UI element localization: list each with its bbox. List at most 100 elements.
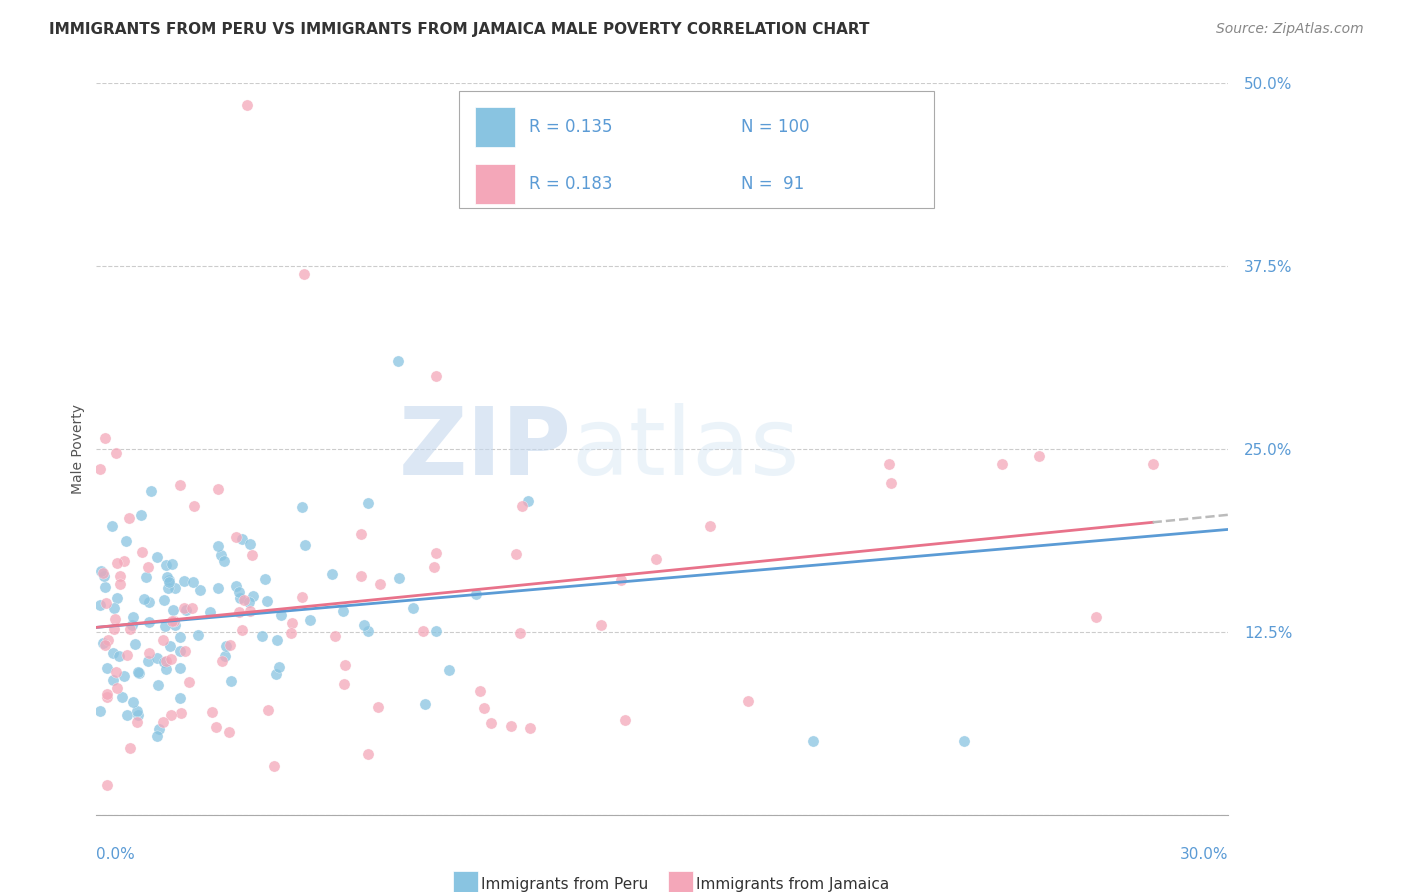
Point <box>402 600 425 615</box>
Point <box>425 624 447 639</box>
Point <box>163 614 186 628</box>
Point <box>699 519 721 533</box>
Point <box>519 722 541 736</box>
Bar <box>475 107 515 147</box>
Text: IMMIGRANTS FROM PERU VS IMMIGRANTS FROM JAMAICA MALE POVERTY CORRELATION CHART: IMMIGRANTS FROM PERU VS IMMIGRANTS FROM … <box>49 22 870 37</box>
Point <box>91 566 114 580</box>
Point <box>200 606 222 620</box>
Text: Source: ZipAtlas.com: Source: ZipAtlas.com <box>1216 22 1364 37</box>
Point <box>163 618 186 632</box>
Point <box>152 714 174 729</box>
Point <box>367 700 389 714</box>
Point <box>505 547 527 561</box>
Point <box>333 677 356 691</box>
Point <box>138 615 160 629</box>
Text: R = 0.183: R = 0.183 <box>529 176 612 194</box>
Text: Immigrants from Peru: Immigrants from Peru <box>481 877 648 891</box>
Point <box>118 741 141 756</box>
Point <box>135 570 157 584</box>
Bar <box>668 871 693 892</box>
Point <box>103 601 125 615</box>
Point <box>155 558 177 572</box>
Point <box>162 603 184 617</box>
Point <box>89 462 111 476</box>
Point <box>159 639 181 653</box>
Point <box>291 500 314 515</box>
Point <box>160 707 183 722</box>
Point <box>160 614 183 628</box>
Point <box>96 687 118 701</box>
Point <box>94 580 117 594</box>
Text: N = 100: N = 100 <box>741 119 810 136</box>
Point <box>173 601 195 615</box>
Point <box>112 668 135 682</box>
Point <box>437 663 460 677</box>
Point <box>228 605 250 619</box>
Point <box>138 646 160 660</box>
Point <box>333 658 356 673</box>
Point <box>1028 450 1050 464</box>
FancyBboxPatch shape <box>458 91 934 208</box>
Point <box>111 690 134 705</box>
Point <box>93 569 115 583</box>
Point <box>644 552 666 566</box>
Point <box>257 703 280 717</box>
Point <box>240 549 263 563</box>
Point <box>1142 457 1164 471</box>
Point <box>105 446 128 460</box>
Point <box>104 612 127 626</box>
Point <box>254 572 277 586</box>
Point <box>176 603 198 617</box>
Point <box>173 574 195 588</box>
Point <box>115 534 138 549</box>
Point <box>368 577 391 591</box>
Point <box>169 630 191 644</box>
Text: N =  91: N = 91 <box>741 176 804 194</box>
Text: 30.0%: 30.0% <box>1180 847 1227 863</box>
Point <box>169 644 191 658</box>
Point <box>357 624 380 639</box>
Bar <box>475 164 515 204</box>
Point <box>219 639 242 653</box>
Point <box>298 613 321 627</box>
Point <box>388 571 411 585</box>
Point <box>877 457 900 471</box>
Point <box>229 591 252 606</box>
Point <box>292 267 315 281</box>
Point <box>280 625 302 640</box>
Point <box>104 665 127 680</box>
Point <box>115 648 138 662</box>
Point <box>236 98 259 112</box>
Point <box>122 695 145 709</box>
Point <box>105 591 128 605</box>
Point <box>225 579 247 593</box>
Point <box>242 589 264 603</box>
Point <box>89 705 111 719</box>
Point <box>179 674 201 689</box>
Point <box>332 604 354 618</box>
Point <box>425 368 447 383</box>
Point <box>138 595 160 609</box>
Point <box>239 536 262 550</box>
Point <box>239 604 262 618</box>
Point <box>157 574 180 588</box>
Point <box>160 557 183 571</box>
Text: atlas: atlas <box>572 403 800 495</box>
Point <box>152 656 174 670</box>
Point <box>90 564 112 578</box>
Point <box>737 694 759 708</box>
Point <box>215 640 238 654</box>
Point <box>127 665 149 679</box>
Point <box>156 581 179 595</box>
Point <box>357 496 380 510</box>
Point <box>118 510 141 524</box>
Point <box>990 457 1012 471</box>
Point <box>387 354 409 368</box>
Point <box>160 651 183 665</box>
Point <box>231 532 253 546</box>
Point <box>97 632 120 647</box>
Point <box>250 629 273 643</box>
Point <box>207 539 229 553</box>
Point <box>108 577 131 591</box>
Point <box>589 618 612 632</box>
